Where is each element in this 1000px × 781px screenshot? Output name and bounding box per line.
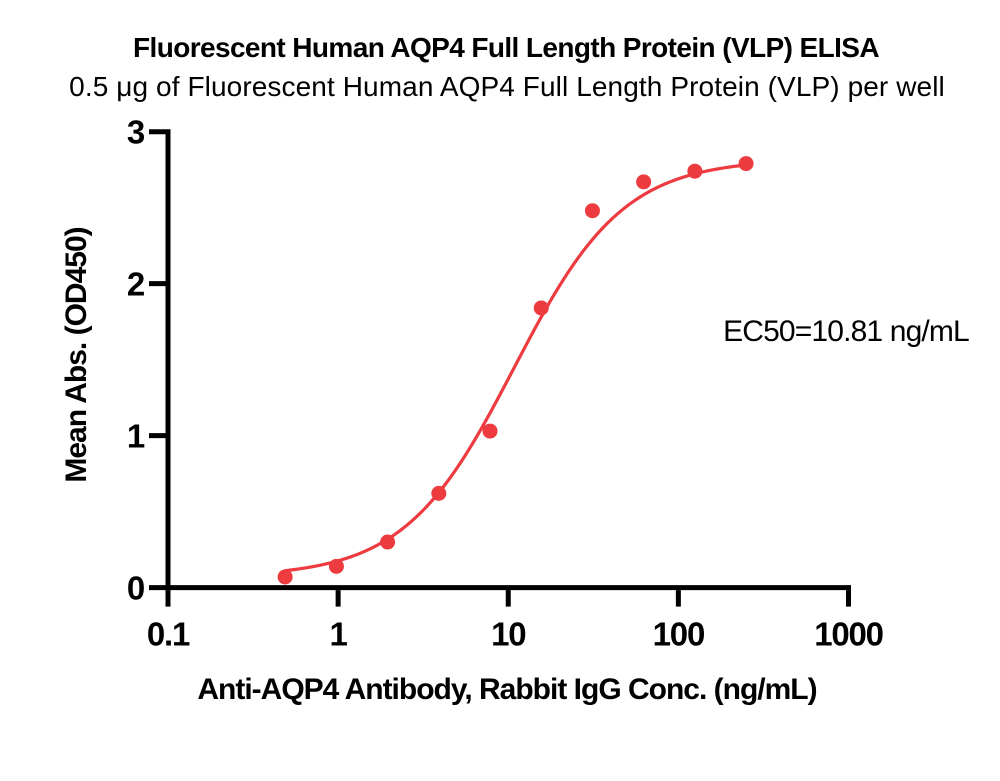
chart-title: Fluorescent Human AQP4 Full Length Prote…	[133, 32, 880, 63]
x-tick-label: 10	[491, 616, 525, 653]
x-tick-label: 0.1	[147, 616, 190, 653]
fit-curve	[283, 163, 748, 573]
data-point	[584, 203, 600, 219]
data-point	[636, 174, 652, 190]
x-tick-label: 1000	[814, 616, 883, 653]
x-axis-ticks: 0.1 1 10 100 1000	[147, 590, 884, 653]
x-tick-label: 100	[653, 616, 704, 653]
ec50-annotation: EC50=10.81 ng/mL	[723, 315, 970, 348]
data-point	[431, 485, 447, 501]
axes	[165, 129, 851, 591]
chart-subtitle: 0.5 μg of Fluorescent Human AQP4 Full Le…	[69, 71, 945, 102]
data-point	[738, 156, 754, 172]
data-point	[533, 300, 549, 316]
x-tick-label: 1	[330, 616, 348, 653]
data-point	[687, 163, 703, 179]
y-tick-label: 0	[127, 570, 144, 607]
y-tick-label: 1	[127, 418, 145, 455]
x-axis-title: Anti-AQP4 Antibody, Rabbit IgG Conc. (ng…	[197, 673, 817, 706]
data-point	[328, 558, 344, 574]
y-axis-ticks: 0 1 2 3	[127, 114, 166, 607]
data-point	[482, 423, 498, 439]
data-point	[277, 569, 293, 585]
data-point	[380, 534, 396, 550]
y-tick-label: 3	[127, 114, 145, 151]
y-tick-label: 2	[127, 266, 145, 303]
data-points	[277, 156, 754, 585]
